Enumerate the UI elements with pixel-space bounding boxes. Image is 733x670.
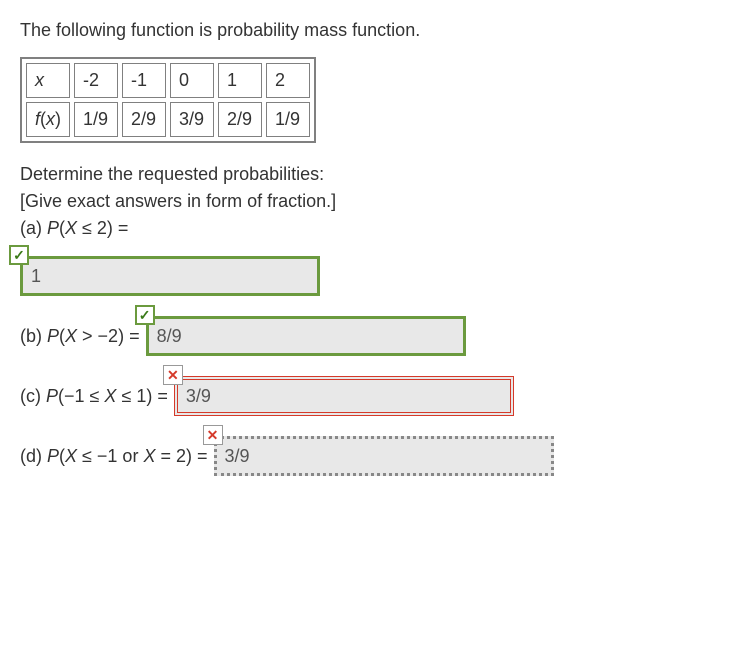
table-cell: 1 <box>218 63 262 98</box>
answer-b-input[interactable]: 8/9 <box>146 316 466 356</box>
answer-b-wrap: ✓ 8/9 <box>146 316 466 356</box>
part-a-prefix: (a) <box>20 218 47 238</box>
part-d-prefix: (d) <box>20 446 47 466</box>
part-c-row: (c) P(−1 ≤ X ≤ 1) = ✕ 3/9 <box>20 374 713 418</box>
part-d-label: (d) P(X ≤ −1 or X = 2) = <box>20 446 208 467</box>
answer-c-wrap: ✕ 3/9 <box>174 376 514 416</box>
answer-a-wrap: ✓ 1 <box>20 256 713 296</box>
table-row: x -2 -1 0 1 2 <box>26 63 310 98</box>
check-icon: ✓ <box>135 305 155 325</box>
table-cell: 2/9 <box>122 102 166 137</box>
pmf-table: x -2 -1 0 1 2 f(x) 1/9 2/9 3/9 2/9 1/9 <box>20 57 316 143</box>
table-cell: -1 <box>122 63 166 98</box>
table-cell: 2 <box>266 63 310 98</box>
table-cell: -2 <box>74 63 118 98</box>
part-b-label: (b) P(X > −2) = <box>20 326 140 347</box>
question-intro: Determine the requested probabilities: [… <box>20 161 713 242</box>
row1-header: x <box>26 63 70 98</box>
intro-text: The following function is probability ma… <box>20 20 713 41</box>
part-c-prefix: (c) <box>20 386 46 406</box>
cross-icon: ✕ <box>203 425 223 445</box>
part-a-label: (a) P(X ≤ 2) = <box>20 218 128 238</box>
table-cell: 3/9 <box>170 102 214 137</box>
check-icon: ✓ <box>9 245 29 265</box>
table-cell: 1/9 <box>74 102 118 137</box>
row2-header: f(x) <box>26 102 70 137</box>
answer-d-wrap: ✕ 3/9 <box>214 436 554 476</box>
answer-d-input[interactable]: 3/9 <box>214 436 554 476</box>
q-intro-line1: Determine the requested probabilities: <box>20 164 324 184</box>
part-c-label: (c) P(−1 ≤ X ≤ 1) = <box>20 386 168 407</box>
table-cell: 2/9 <box>218 102 262 137</box>
cross-icon: ✕ <box>163 365 183 385</box>
table-cell: 1/9 <box>266 102 310 137</box>
table-row: f(x) 1/9 2/9 3/9 2/9 1/9 <box>26 102 310 137</box>
answer-c-input[interactable]: 3/9 <box>174 376 514 416</box>
part-d-row: (d) P(X ≤ −1 or X = 2) = ✕ 3/9 <box>20 434 713 478</box>
part-b-row: (b) P(X > −2) = ✓ 8/9 <box>20 314 713 358</box>
part-b-prefix: (b) <box>20 326 47 346</box>
q-intro-line2: [Give exact answers in form of fraction.… <box>20 191 336 211</box>
answer-a-input[interactable]: 1 <box>20 256 320 296</box>
table-cell: 0 <box>170 63 214 98</box>
